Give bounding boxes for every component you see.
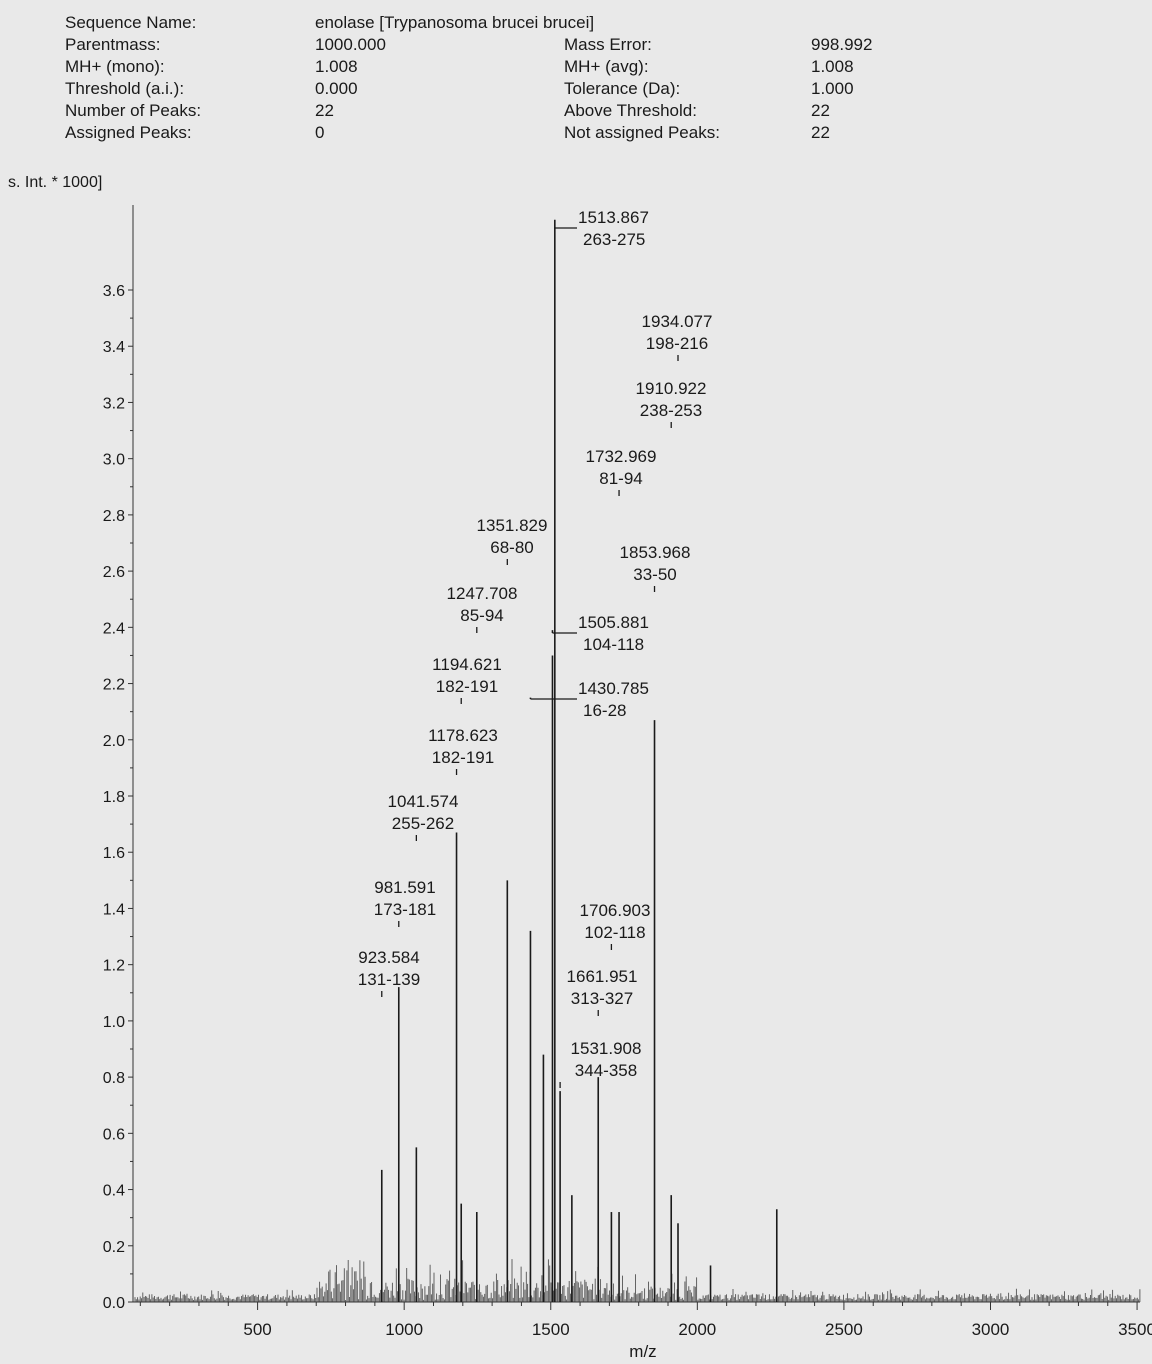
x-tick-label: 500 bbox=[243, 1320, 271, 1339]
y-tick-label: 0.0 bbox=[103, 1295, 125, 1312]
header-value: 22 bbox=[315, 101, 334, 120]
y-tick-label: 2.0 bbox=[103, 733, 125, 750]
y-tick-label: 1.8 bbox=[103, 789, 125, 806]
peak-range-label: 68-80 bbox=[490, 538, 533, 557]
header-value: 1.008 bbox=[811, 57, 854, 76]
peak-range-label: 81-94 bbox=[599, 469, 642, 488]
peak-range-label: 255-262 bbox=[392, 814, 454, 833]
baseline-noise-trace bbox=[134, 1258, 1141, 1302]
peak-range-label: 104-118 bbox=[583, 635, 644, 654]
header-value: 22 bbox=[811, 123, 830, 142]
y-tick-label: 0.8 bbox=[103, 1070, 125, 1087]
peak-mass-label: 1853.968 bbox=[620, 543, 691, 562]
peak-mass-label: 1661.951 bbox=[567, 967, 638, 986]
x-tick-label: 3500 bbox=[1118, 1320, 1152, 1339]
peak-mass-label: 1706.903 bbox=[580, 901, 651, 920]
peak-mass-label: 1505.881 bbox=[578, 613, 649, 632]
header-label: Tolerance (Da): bbox=[564, 79, 681, 98]
header-label: Number of Peaks: bbox=[65, 101, 202, 120]
y-tick-label: 3.6 bbox=[103, 283, 125, 300]
header-value: 1000.000 bbox=[315, 35, 386, 54]
y-tick-label: 0.2 bbox=[103, 1239, 125, 1256]
peak-mass-label: 923.584 bbox=[358, 948, 419, 967]
x-tick-label: 2000 bbox=[678, 1320, 716, 1339]
peak-mass-label: 1247.708 bbox=[447, 584, 518, 603]
x-axis-ticks: 500 1000 1500 2000 2500 3000 3500 bbox=[139, 1302, 1152, 1339]
peak-range-label: 344-358 bbox=[575, 1061, 637, 1080]
header-label: Above Threshold: bbox=[564, 101, 697, 120]
peak-range-label: 182-191 bbox=[436, 677, 498, 696]
peak-range-label: 173-181 bbox=[374, 900, 436, 919]
peak-range-label: 16-28 bbox=[583, 701, 626, 720]
header-value: 0.000 bbox=[315, 79, 358, 98]
header-values-left: enolase [Trypanosoma brucei brucei] 1000… bbox=[315, 12, 594, 144]
y-tick-label: 1.0 bbox=[103, 1014, 125, 1031]
y-tick-label: 3.4 bbox=[103, 339, 125, 356]
peak-mass-label: 1194.621 bbox=[432, 655, 502, 674]
x-tick-label: 2500 bbox=[825, 1320, 863, 1339]
x-tick-label: 3000 bbox=[972, 1320, 1010, 1339]
y-tick-label: 0.6 bbox=[103, 1126, 125, 1143]
peak-annotations: 1513.867 263-275 1934.077 198-216 1910.922 23… bbox=[358, 208, 713, 1088]
header-value: 22 bbox=[811, 101, 830, 120]
y-tick-label: 1.4 bbox=[103, 901, 125, 918]
peak-mass-label: 981.591 bbox=[374, 878, 435, 897]
spectrum-peaks bbox=[380, 219, 778, 1302]
peak-mass-label: 1934.077 bbox=[642, 312, 713, 331]
y-tick-label: 0.4 bbox=[103, 1183, 125, 1200]
peak-range-label: 313-327 bbox=[571, 989, 633, 1008]
header-label: Parentmass: bbox=[65, 35, 161, 54]
peak-mass-label: 1430.785 bbox=[578, 679, 649, 698]
peak-range-label: 263-275 bbox=[583, 230, 645, 249]
header-labels-right: Mass Error: MH+ (avg): Tolerance (Da): A… bbox=[564, 34, 720, 144]
peak-mass-label: 1732.969 bbox=[586, 447, 657, 466]
y-tick-label: 2.2 bbox=[103, 677, 125, 694]
header-value: 1.000 bbox=[811, 79, 854, 98]
header-label: Threshold (a.i.): bbox=[65, 79, 185, 98]
header-label: MH+ (mono): bbox=[65, 57, 165, 76]
peak-mass-label: 1910.922 bbox=[636, 379, 707, 398]
y-tick-label: 3.2 bbox=[103, 395, 125, 412]
peak-range-label: 238-253 bbox=[640, 401, 702, 420]
peak-range-label: 33-50 bbox=[633, 565, 676, 584]
peak-mass-label: 1178.623 bbox=[428, 726, 498, 745]
x-tick-label: 1500 bbox=[532, 1320, 570, 1339]
y-tick-label: 2.4 bbox=[103, 620, 125, 637]
header-label: Assigned Peaks: bbox=[65, 123, 192, 142]
header-labels-left: Sequence Name: Parentmass: MH+ (mono): T… bbox=[65, 12, 201, 144]
header-label: Sequence Name: bbox=[65, 13, 197, 32]
header-value: 0 bbox=[315, 123, 325, 142]
header-label: Mass Error: bbox=[564, 35, 652, 54]
y-tick-label: 2.6 bbox=[103, 564, 125, 581]
sequence-name-value: enolase [Trypanosoma brucei brucei] bbox=[315, 13, 595, 32]
header-value: 1.008 bbox=[315, 57, 358, 76]
y-tick-label: 3.0 bbox=[103, 452, 125, 469]
y-axis-ticks: 0.0 0.2 0.4 0.6 0.8 1.0 1.2 1.4 1.6 1.8 2.0 2.2 2.4 2… bbox=[103, 283, 133, 1312]
x-axis-label: m/z bbox=[629, 1342, 656, 1361]
peak-range-label: 131-139 bbox=[358, 970, 420, 989]
y-tick-label: 1.2 bbox=[103, 958, 125, 975]
peak-range-label: 198-216 bbox=[646, 334, 708, 353]
baseline-noise bbox=[134, 1258, 1141, 1302]
x-tick-label: 1000 bbox=[385, 1320, 423, 1339]
header-value: 998.992 bbox=[811, 35, 873, 54]
peak-mass-label: 1351.829 bbox=[477, 516, 548, 535]
peak-mass-label: 1513.867 bbox=[578, 208, 649, 227]
peak-mass-label: 1041.574 bbox=[388, 792, 459, 811]
peak-range-label: 85-94 bbox=[460, 606, 503, 625]
peak-range-label: 182-191 bbox=[432, 748, 494, 767]
header-values-right: 998.992 1.008 1.000 22 22 bbox=[811, 34, 872, 144]
y-tick-label: 2.8 bbox=[103, 508, 125, 525]
header-label: MH+ (avg): bbox=[564, 57, 649, 76]
peak-mass-label: 1531.908 bbox=[571, 1039, 642, 1058]
y-tick-label: 1.6 bbox=[103, 845, 125, 862]
y-axis-label: s. Int. * 1000] bbox=[8, 174, 102, 191]
peak-range-label: 102-118 bbox=[584, 923, 645, 942]
header-label: Not assigned Peaks: bbox=[564, 123, 720, 142]
